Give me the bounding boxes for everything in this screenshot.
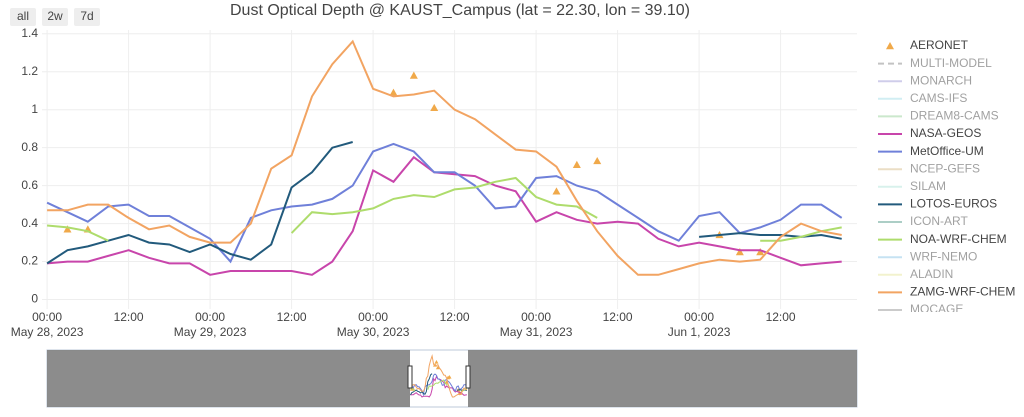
y-tick-label: 1.4 [21, 26, 38, 40]
legend-symbol [886, 42, 894, 50]
marker [593, 156, 602, 165]
marker [389, 88, 398, 96]
y-tick-label: 0.6 [21, 178, 38, 192]
x-tick-label: 00:00 May 28, 2023 [10, 310, 84, 339]
x-tick-label: 12:00 [113, 310, 144, 324]
y-tick-label: 0.8 [21, 140, 38, 154]
y-tick-label: 1 [31, 102, 38, 116]
legend-label: MOCAGE [910, 302, 963, 316]
slider-marker [447, 375, 452, 379]
marker [430, 103, 439, 112]
legend-item[interactable]: NCEP-GEFS [878, 161, 980, 175]
range-button-label[interactable]: 2w [47, 9, 63, 23]
series-line [47, 39, 842, 276]
marker [735, 248, 744, 256]
legend-label: ALADIN [910, 267, 953, 281]
x-tick-label: 12:00 [765, 310, 796, 324]
slider-line [410, 373, 468, 397]
legend-label: NASA-GEOS [910, 126, 981, 140]
legend-label: NCEP-GEFS [910, 161, 980, 175]
range-slider-mask [468, 350, 857, 407]
x-tick-label: 00:00 May 31, 2023 [499, 310, 573, 339]
legend-label: MONARCH [910, 73, 972, 87]
legend-item[interactable]: NOA-WRF-CHEM [878, 232, 1007, 246]
range-button-label[interactable]: 7d [80, 9, 93, 23]
x-tick-label: 12:00 [276, 310, 307, 324]
legend-item[interactable]: ALADIN [878, 267, 953, 281]
marker [756, 248, 765, 256]
legend-item[interactable]: WRF-NEMO [878, 249, 977, 263]
marker [552, 187, 561, 195]
legend-label: ICON-ART [910, 214, 968, 228]
marker [409, 71, 418, 79]
marker [63, 225, 72, 233]
legend-item[interactable]: DREAM8-CAMS [878, 109, 999, 123]
legend-item[interactable]: MONARCH [878, 73, 972, 87]
legend-item[interactable]: SILAM [878, 179, 946, 193]
y-tick-label: 0 [31, 292, 38, 306]
x-tick-label: 00:00 May 30, 2023 [336, 310, 410, 339]
legend-label: WRF-NEMO [910, 249, 977, 263]
range-slider-mask [47, 350, 410, 407]
legend-item[interactable]: AERONET [886, 38, 969, 52]
legend-label: MULTI-MODEL [910, 56, 992, 70]
legend: AERONET MULTI-MODEL MONARCH CAMS-IFS DREAM8-… [878, 38, 1015, 316]
legend-label: CAMS-IFS [910, 91, 967, 105]
series-line [47, 176, 842, 242]
x-tick-label: 00:00 Jun 1, 2023 [667, 310, 731, 339]
slider-marker [434, 360, 439, 364]
slider-line [410, 354, 468, 398]
legend-item[interactable]: MULTI-MODEL [878, 56, 992, 70]
legend-item[interactable]: MetOffice-UM [878, 144, 984, 158]
legend-label: ZAMG-WRF-CHEM [910, 285, 1015, 299]
legend-item[interactable]: LOTOS-EUROS [878, 197, 997, 211]
range-button-label[interactable]: all [17, 9, 29, 23]
chart-title: Dust Optical Depth @ KAUST_Campus (lat =… [230, 2, 690, 19]
legend-item[interactable]: NASA-GEOS [878, 126, 981, 140]
legend-label: MetOffice-UM [910, 144, 984, 158]
marker [572, 160, 581, 168]
y-tick-label: 0.2 [21, 254, 38, 268]
range-button[interactable] [42, 8, 68, 26]
range-slider-handle[interactable] [465, 365, 471, 389]
legend-label: AERONET [910, 38, 969, 52]
range-slider-handle[interactable] [407, 365, 413, 389]
legend-label: LOTOS-EUROS [910, 197, 997, 211]
legend-item[interactable]: CAMS-IFS [878, 91, 967, 105]
legend-item[interactable]: MOCAGE [878, 302, 963, 316]
range-button[interactable] [10, 8, 36, 26]
range-button[interactable] [74, 8, 100, 26]
legend-label: SILAM [910, 179, 946, 193]
x-tick-label: 12:00 [439, 310, 470, 324]
legend-label: DREAM8-CAMS [910, 109, 999, 123]
series-line [46, 141, 842, 265]
x-tick-label: 00:00 May 29, 2023 [173, 310, 247, 339]
legend-item[interactable]: ZAMG-WRF-CHEM [878, 285, 1015, 299]
y-tick-label: 1.2 [21, 64, 38, 78]
series-line [46, 142, 843, 264]
slider-marker [435, 365, 440, 370]
legend-item[interactable]: ICON-ART [878, 214, 968, 228]
x-tick-label: 12:00 [602, 310, 633, 324]
legend-label: NOA-WRF-CHEM [910, 232, 1007, 246]
y-tick-label: 0.4 [21, 216, 38, 230]
